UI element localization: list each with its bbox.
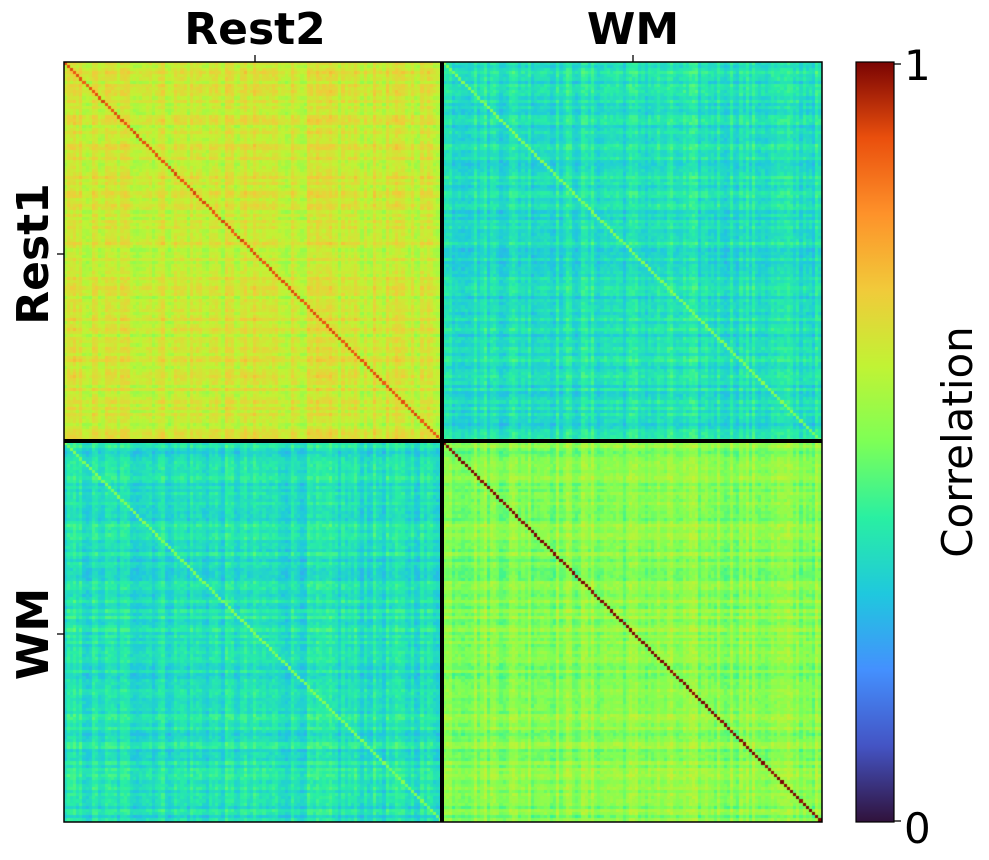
row-label-rest1: Rest1 (8, 183, 59, 325)
colorbar-label: Correlation (933, 326, 982, 558)
colorbar (855, 61, 895, 823)
column-label-wm: WM (587, 4, 679, 55)
column-label-rest2: Rest2 (184, 4, 326, 55)
colorbar-tick-max: 1 (904, 41, 931, 90)
colorbar-tick-min: 0 (904, 804, 931, 853)
row-label-wm: WM (8, 588, 59, 680)
